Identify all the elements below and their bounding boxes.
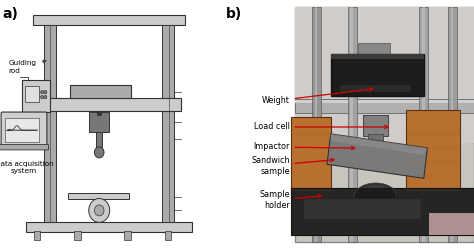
Circle shape — [41, 90, 44, 94]
Bar — [422, 7, 425, 242]
Text: Sandwich
sample: Sandwich sample — [251, 156, 334, 176]
Bar — [312, 7, 321, 242]
FancyBboxPatch shape — [1, 112, 47, 147]
Text: Guiding
rod: Guiding rod — [9, 60, 46, 74]
Bar — [357, 43, 390, 54]
Circle shape — [94, 147, 104, 158]
Bar — [90, 112, 109, 132]
Bar — [33, 15, 185, 25]
Bar — [350, 7, 353, 242]
Bar — [70, 85, 131, 98]
Bar — [291, 188, 474, 235]
Bar — [37, 98, 181, 111]
Circle shape — [89, 198, 109, 222]
Circle shape — [44, 90, 47, 94]
Bar — [406, 111, 460, 199]
Bar — [25, 86, 39, 102]
Bar — [26, 222, 192, 232]
Text: Load cell: Load cell — [254, 123, 388, 131]
Bar — [363, 115, 388, 136]
Bar — [74, 231, 81, 240]
Bar — [304, 199, 420, 218]
Polygon shape — [331, 134, 428, 155]
Bar — [6, 118, 39, 142]
Bar — [295, 7, 474, 143]
Bar — [44, 25, 55, 222]
Bar — [451, 7, 454, 242]
Polygon shape — [327, 134, 428, 178]
Text: Weight: Weight — [262, 88, 373, 105]
Bar — [331, 54, 424, 96]
Bar — [97, 111, 101, 115]
Bar — [315, 7, 317, 242]
Bar — [295, 100, 474, 103]
Bar — [339, 85, 411, 92]
Text: b): b) — [226, 7, 242, 21]
Bar — [22, 80, 50, 112]
Bar — [429, 213, 474, 235]
Bar — [124, 231, 131, 240]
Circle shape — [44, 95, 47, 99]
Bar — [96, 132, 102, 147]
Text: Data acquisition
system: Data acquisition system — [0, 161, 53, 174]
FancyBboxPatch shape — [0, 144, 48, 150]
Bar — [34, 231, 40, 240]
Bar — [448, 7, 457, 242]
Text: a): a) — [2, 7, 18, 21]
Bar — [163, 25, 174, 222]
Bar — [331, 54, 424, 59]
Circle shape — [41, 95, 44, 99]
Bar — [68, 193, 128, 199]
Text: Sample
holder: Sample holder — [259, 190, 321, 210]
Bar — [164, 231, 171, 240]
Bar — [295, 7, 474, 242]
Bar — [368, 134, 383, 153]
Circle shape — [94, 205, 104, 216]
Bar — [291, 118, 331, 199]
Bar — [419, 7, 428, 242]
Bar — [295, 99, 474, 113]
Text: Impactor: Impactor — [253, 142, 355, 151]
Bar — [348, 7, 356, 242]
